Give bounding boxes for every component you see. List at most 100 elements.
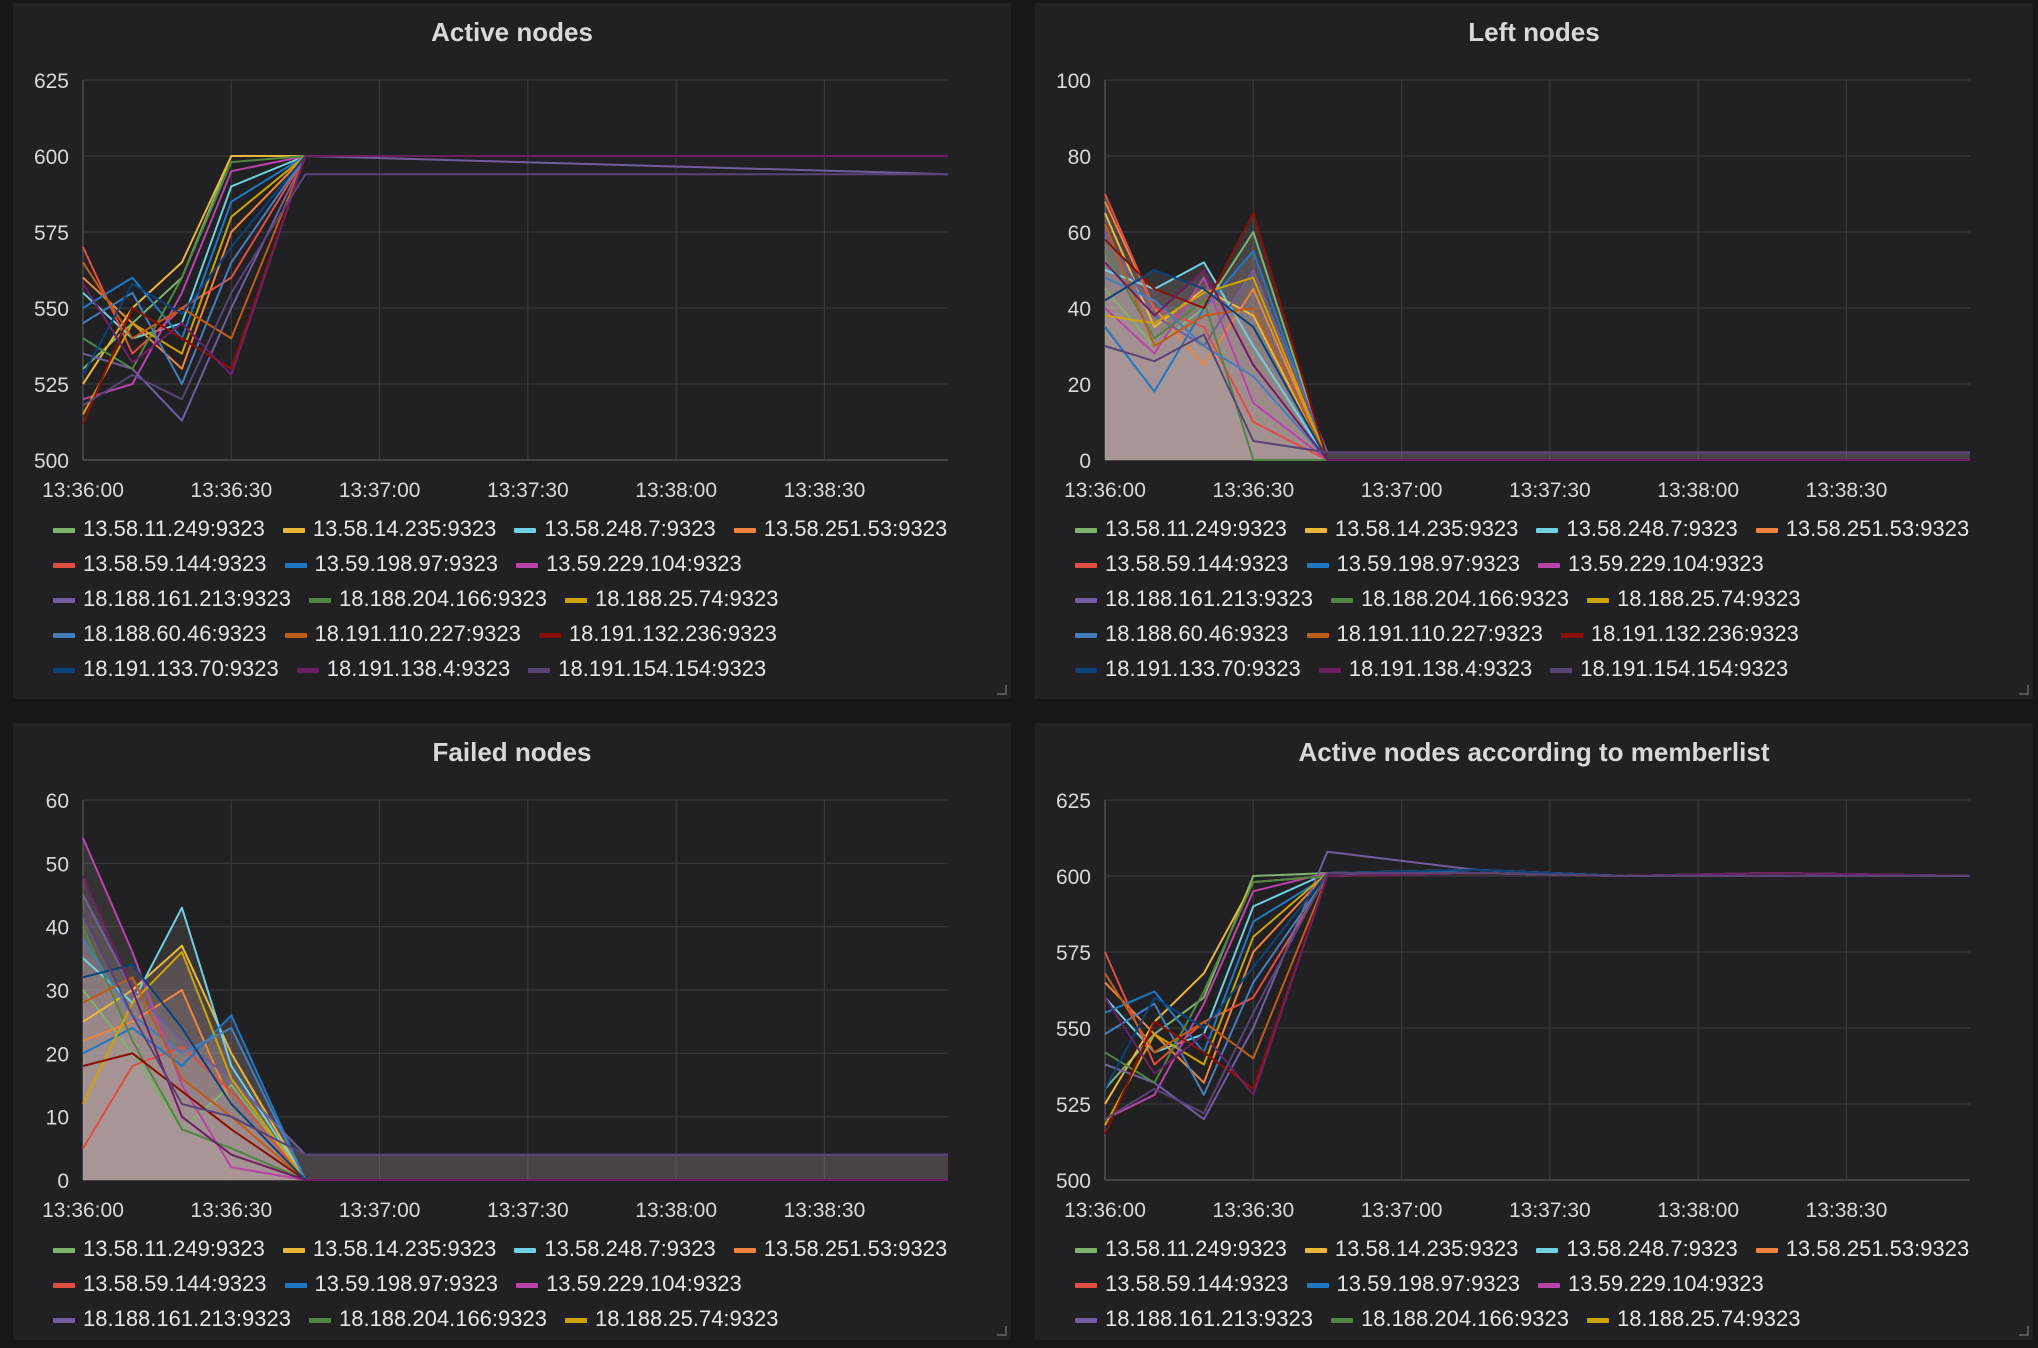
legend-swatch bbox=[1755, 527, 1778, 533]
legend-item[interactable]: 18.188.25.74:9323 bbox=[1586, 1301, 1800, 1336]
series-line[interactable] bbox=[1104, 261, 1970, 461]
legend-item[interactable]: 18.188.25.74:9323 bbox=[1586, 581, 1801, 616]
legend-item[interactable]: 18.191.154.154:9323 bbox=[528, 651, 766, 686]
series-line[interactable] bbox=[82, 155, 948, 401]
legend-item[interactable]: 18.188.60.46:9323 bbox=[53, 1336, 267, 1340]
legend-swatch bbox=[1330, 597, 1353, 603]
series-line[interactable] bbox=[82, 155, 949, 422]
legend-item[interactable]: 18.191.110.227:9323 bbox=[284, 616, 521, 651]
series-line[interactable] bbox=[1104, 872, 1971, 1096]
legend-item[interactable]: 18.188.60.46:9323 bbox=[1075, 616, 1289, 651]
legend-item[interactable]: 13.59.229.104:9323 bbox=[516, 546, 742, 581]
panel-title[interactable]: Failed nodes bbox=[432, 737, 592, 767]
series-line[interactable] bbox=[82, 173, 948, 407]
legend-item[interactable]: 18.188.161.213:9323 bbox=[1075, 1301, 1313, 1336]
legend-item[interactable]: 13.59.198.97:9323 bbox=[1306, 546, 1520, 581]
legend-item[interactable]: 13.58.11.249:9323 bbox=[1075, 511, 1287, 546]
legend-item[interactable]: 13.59.229.104:9323 bbox=[516, 1266, 742, 1301]
legend-item[interactable]: 18.188.60.46:9323 bbox=[53, 616, 267, 651]
legend-item[interactable]: 18.191.138.4:9323 bbox=[296, 651, 510, 686]
series-line[interactable] bbox=[1104, 872, 1971, 1090]
legend-item[interactable]: 13.58.14.235:9323 bbox=[1304, 511, 1518, 546]
series-line[interactable] bbox=[1104, 872, 1970, 1060]
resize-handle-icon[interactable] bbox=[2019, 685, 2029, 695]
series-line[interactable] bbox=[82, 155, 948, 370]
legend-item[interactable]: 18.191.138.4:9323 bbox=[1318, 651, 1533, 686]
resize-handle-icon[interactable] bbox=[997, 685, 1007, 695]
y-tick-label: 500 bbox=[34, 450, 69, 473]
legend-label: 18.191.138.4:9323 bbox=[1348, 656, 1533, 681]
legend-item[interactable]: 13.58.14.235:9323 bbox=[282, 511, 497, 546]
legend-item[interactable]: 13.58.11.249:9323 bbox=[53, 1231, 265, 1266]
y-tick-label: 550 bbox=[34, 298, 69, 321]
legend-item[interactable]: 18.188.60.46:9323 bbox=[1075, 1336, 1289, 1340]
series-line[interactable] bbox=[1104, 868, 1970, 1090]
legend-item[interactable]: 18.191.132.236:9323 bbox=[1561, 1336, 1799, 1340]
legend-item[interactable]: 13.59.229.104:9323 bbox=[1538, 546, 1764, 581]
legend-item[interactable]: 13.59.198.97:9323 bbox=[1306, 1266, 1520, 1301]
legend-item[interactable]: 18.191.154.154:9323 bbox=[1550, 651, 1788, 686]
legend-item[interactable]: 18.191.132.236:9323 bbox=[1560, 616, 1799, 651]
series-line[interactable] bbox=[82, 155, 948, 340]
series-line[interactable] bbox=[82, 155, 948, 370]
legend-item[interactable]: 18.188.25.74:9323 bbox=[564, 581, 778, 616]
legend-row: 18.191.133.70:9323 18.191.138.4:9323 18.19… bbox=[1075, 651, 2013, 686]
legend-item[interactable]: 13.58.14.235:9323 bbox=[1304, 1231, 1518, 1266]
series-line[interactable] bbox=[1104, 872, 1970, 1121]
legend-label: 18.188.161.213:9323 bbox=[1105, 1306, 1313, 1331]
legend-item[interactable]: 18.188.161.213:9323 bbox=[1075, 581, 1313, 616]
legend-swatch bbox=[308, 1317, 331, 1323]
legend-item[interactable]: 13.58.248.7:9323 bbox=[514, 1231, 716, 1266]
legend-item[interactable]: 18.191.132.236:9323 bbox=[538, 616, 777, 651]
legend-item[interactable]: 18.188.161.213:9323 bbox=[53, 1301, 291, 1336]
panel-title[interactable]: Left nodes bbox=[1468, 17, 1600, 47]
series-line[interactable] bbox=[82, 155, 948, 376]
legend-item[interactable]: 18.191.110.227:9323 bbox=[1307, 1336, 1543, 1340]
legend-item[interactable]: 18.188.161.213:9323 bbox=[53, 581, 291, 616]
series-line[interactable] bbox=[82, 913, 948, 1156]
legend-item[interactable]: 13.58.14.235:9323 bbox=[282, 1231, 496, 1266]
legend-label: 18.188.161.213:9323 bbox=[83, 1306, 291, 1331]
legend-item[interactable]: 13.58.59.144:9323 bbox=[53, 546, 267, 581]
legend-item[interactable]: 18.191.110.227:9323 bbox=[285, 1336, 521, 1340]
resize-handle-icon[interactable] bbox=[997, 1326, 1007, 1336]
series-line[interactable] bbox=[82, 875, 948, 1181]
legend-item[interactable]: 13.58.11.249:9323 bbox=[53, 511, 265, 546]
legend-item[interactable]: 13.58.11.249:9323 bbox=[1075, 1231, 1287, 1266]
legend-item[interactable]: 13.59.198.97:9323 bbox=[284, 1266, 498, 1301]
legend-item[interactable]: 13.58.251.53:9323 bbox=[733, 1231, 947, 1266]
series-line[interactable] bbox=[82, 155, 948, 340]
legend-item[interactable]: 13.58.248.7:9323 bbox=[1536, 1231, 1738, 1266]
legend-item[interactable]: 18.191.110.227:9323 bbox=[1306, 616, 1543, 651]
panel-title[interactable]: Active nodes according to memberlist bbox=[1298, 737, 1770, 767]
resize-handle-icon[interactable] bbox=[2019, 1326, 2029, 1336]
legend-item[interactable]: 18.191.133.70:9323 bbox=[53, 651, 279, 686]
legend-item[interactable]: 13.58.59.144:9323 bbox=[53, 1266, 267, 1301]
legend-item[interactable]: 13.59.198.97:9323 bbox=[284, 546, 498, 581]
legend-item[interactable]: 13.58.248.7:9323 bbox=[1536, 511, 1738, 546]
series-line[interactable] bbox=[1104, 872, 1971, 1121]
legend-item[interactable]: 13.59.229.104:9323 bbox=[1538, 1266, 1764, 1301]
legend-item[interactable]: 13.58.59.144:9323 bbox=[1075, 1266, 1289, 1301]
legend-item[interactable]: 13.58.251.53:9323 bbox=[1755, 1231, 1969, 1266]
legend-label: 18.188.25.74:9323 bbox=[1616, 586, 1801, 611]
legend-swatch bbox=[564, 1317, 587, 1323]
series-line[interactable] bbox=[1104, 333, 1970, 454]
legend-label: 13.58.14.235:9323 bbox=[312, 516, 497, 541]
legend-item[interactable]: 18.188.204.166:9323 bbox=[1330, 581, 1569, 616]
legend-item[interactable]: 18.188.204.166:9323 bbox=[1330, 1301, 1569, 1336]
legend-item[interactable]: 13.58.251.53:9323 bbox=[733, 511, 947, 546]
y-tick-label: 80 bbox=[1068, 146, 1091, 169]
legend-item[interactable]: 18.191.133.70:9323 bbox=[1075, 651, 1301, 686]
legend-item[interactable]: 13.58.248.7:9323 bbox=[514, 511, 716, 546]
series-line[interactable] bbox=[82, 155, 948, 370]
panel-title[interactable]: Active nodes bbox=[431, 17, 593, 47]
legend-item[interactable]: 13.58.59.144:9323 bbox=[1075, 546, 1289, 581]
legend-item[interactable]: 18.188.204.166:9323 bbox=[308, 581, 547, 616]
legend-item[interactable]: 13.58.251.53:9323 bbox=[1755, 511, 1969, 546]
legend-item[interactable]: 18.188.25.74:9323 bbox=[564, 1301, 778, 1336]
series-line[interactable] bbox=[82, 155, 948, 340]
legend-row: 18.188.60.46:9323 18.191.110.227:9323 18.1… bbox=[1075, 616, 2013, 651]
legend-item[interactable]: 18.191.132.236:9323 bbox=[539, 1336, 777, 1340]
legend-item[interactable]: 18.188.204.166:9323 bbox=[308, 1301, 547, 1336]
